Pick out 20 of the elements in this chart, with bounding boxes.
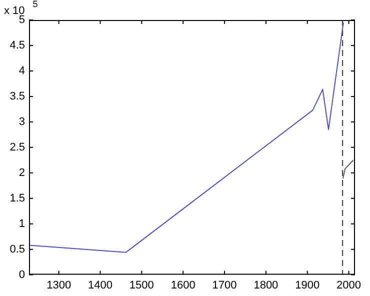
x-tick-label: 1600 — [170, 279, 196, 292]
x-tick-label: 1700 — [212, 279, 237, 292]
x-tick-label: 1400 — [88, 279, 112, 292]
x-tick-label: 1800 — [254, 279, 278, 292]
y-tick-label: 0 — [18, 268, 25, 281]
y-tick-label: 3 — [18, 116, 25, 128]
y-tick-label: 0.5 — [10, 243, 25, 256]
y-tick-label: 1 — [18, 218, 25, 230]
text: x 105 — [4, 0, 38, 17]
y-tick-label: 5 — [18, 14, 25, 26]
y-tick-label: 1.5 — [10, 192, 25, 204]
y-tick-label: 4 — [18, 64, 25, 77]
y-tick-label: 3.5 — [10, 90, 25, 102]
x-tick-label: 2000 — [336, 279, 362, 292]
x-tick-label: 1300 — [46, 279, 72, 292]
x-tick-label: 1900 — [295, 279, 320, 292]
y-tick-label: 2.5 — [10, 141, 25, 154]
x-tick-label: 1500 — [129, 279, 154, 292]
y-tick-label: 2 — [18, 166, 25, 179]
y-tick-label: 4.5 — [10, 40, 25, 52]
